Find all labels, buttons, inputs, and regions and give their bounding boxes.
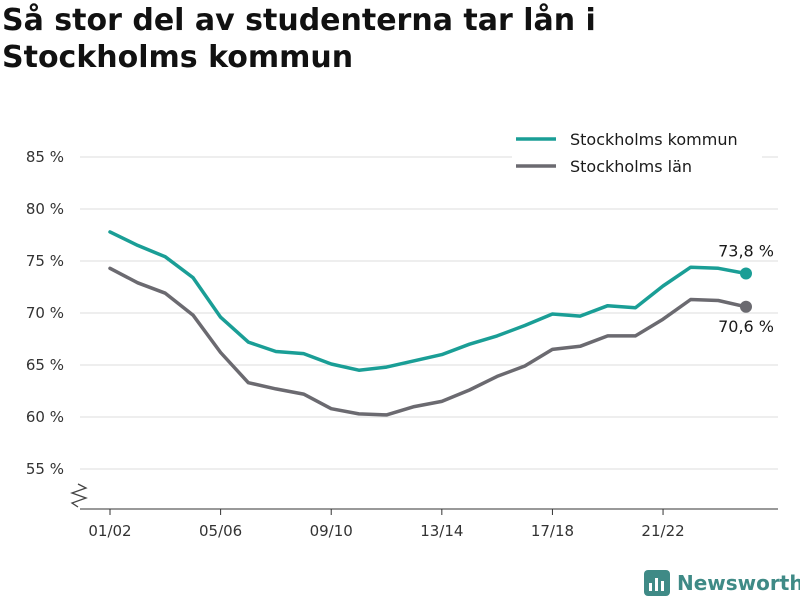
end-point-marker — [740, 267, 752, 280]
x-tick-label: 09/10 — [310, 522, 353, 540]
legend-label: Stockholms kommun — [570, 130, 738, 149]
x-tick-label: 13/14 — [420, 522, 463, 540]
bar-chart-icon — [644, 570, 670, 596]
series-line — [108, 266, 748, 417]
y-tick-label: 85 % — [26, 148, 64, 166]
brand-name: Newsworthy — [677, 571, 800, 595]
chart-title: Så stor del av studenterna tar lån i Sto… — [2, 3, 596, 75]
legend: Stockholms kommun Stockholms län — [512, 120, 762, 176]
end-point-marker — [740, 300, 752, 313]
x-tick-label: 01/02 — [88, 522, 131, 540]
y-tick-label: 75 % — [26, 252, 64, 270]
y-tick-label: 65 % — [26, 356, 64, 374]
x-tick-label: 05/06 — [199, 522, 242, 540]
end-data-label: 73,8 % — [718, 241, 774, 260]
end-data-label: 70,6 % — [718, 317, 774, 336]
y-tick-label: 55 % — [26, 460, 64, 478]
legend-background — [512, 120, 762, 146]
data-labels: 73,8 % 70,6 % — [718, 241, 774, 335]
series-lines — [108, 230, 752, 417]
legend-label: Stockholms län — [570, 157, 692, 176]
newsworthy-logo: Newsworthy — [644, 570, 800, 596]
y-tick-label: 70 % — [26, 304, 64, 322]
x-tick-label: 21/22 — [641, 522, 684, 540]
x-tick-label: 17/18 — [531, 522, 574, 540]
y-tick-label: 60 % — [26, 408, 64, 426]
axes: 55 % 60 % 65 % 70 % 75 % 80 % 85 % 01/02 05/06 09… — [26, 148, 778, 540]
series-line — [108, 230, 748, 372]
axis-break-icon — [70, 483, 88, 508]
legend-background — [512, 147, 762, 173]
y-tick-label: 80 % — [26, 200, 64, 218]
